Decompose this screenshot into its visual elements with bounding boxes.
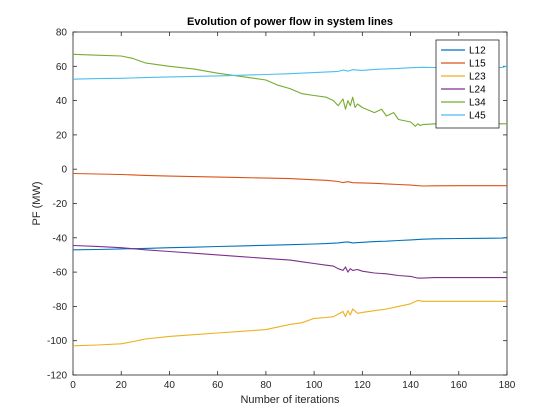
y-axis-title: PF (MW) — [31, 182, 43, 226]
x-tick-label: 20 — [116, 380, 128, 391]
y-tick-label: -100 — [47, 336, 67, 347]
x-tick-label: 180 — [499, 380, 516, 391]
series-line-l23 — [72, 299, 507, 347]
y-tick-label: -60 — [53, 268, 68, 279]
legend-label-l24: L24 — [469, 85, 486, 96]
series-line-l15 — [72, 172, 507, 187]
y-tick-label: 20 — [56, 130, 68, 141]
y-tick-label: 0 — [61, 165, 67, 176]
x-tick-label: 0 — [70, 380, 76, 391]
axes: 0 20 40 60 80 100 120 140 160 180 -120 -100 -80 -60 -4… — [47, 28, 516, 392]
chart-title: Evolution of power flow in system lines — [187, 16, 393, 28]
series-lines — [72, 53, 508, 347]
y-tick-label: -120 — [47, 371, 67, 382]
x-tick-label: 60 — [212, 380, 224, 391]
y-tick-label: 60 — [56, 62, 68, 73]
legend-label-l23: L23 — [469, 72, 486, 83]
y-tick-label: 80 — [56, 28, 68, 39]
legend-box — [435, 39, 500, 129]
x-tick-label: 120 — [354, 380, 371, 391]
x-tick-label: 80 — [260, 380, 272, 391]
legend: L12 L15 L23 L24 L34 L45 — [435, 39, 500, 129]
y-tick-label: 40 — [56, 96, 68, 107]
legend-label-l12: L12 — [469, 46, 486, 57]
y-tick-label: -80 — [53, 302, 68, 313]
x-tick-label: 40 — [164, 380, 176, 391]
legend-label-l45: L45 — [469, 111, 486, 122]
x-tick-label: 140 — [402, 380, 419, 391]
x-tick-label: 100 — [306, 380, 323, 391]
series-line-l12 — [72, 236, 508, 251]
legend-label-l34: L34 — [469, 98, 486, 109]
x-axis-title: Number of iterations — [240, 394, 340, 406]
y-tick-label: -20 — [53, 199, 68, 210]
series-line-l24 — [72, 244, 507, 279]
x-tick-label: 160 — [450, 380, 467, 391]
legend-label-l15: L15 — [469, 59, 486, 70]
series-line-l45 — [72, 65, 508, 80]
y-tick-label: -40 — [53, 233, 68, 244]
series-line-l34 — [72, 53, 507, 127]
